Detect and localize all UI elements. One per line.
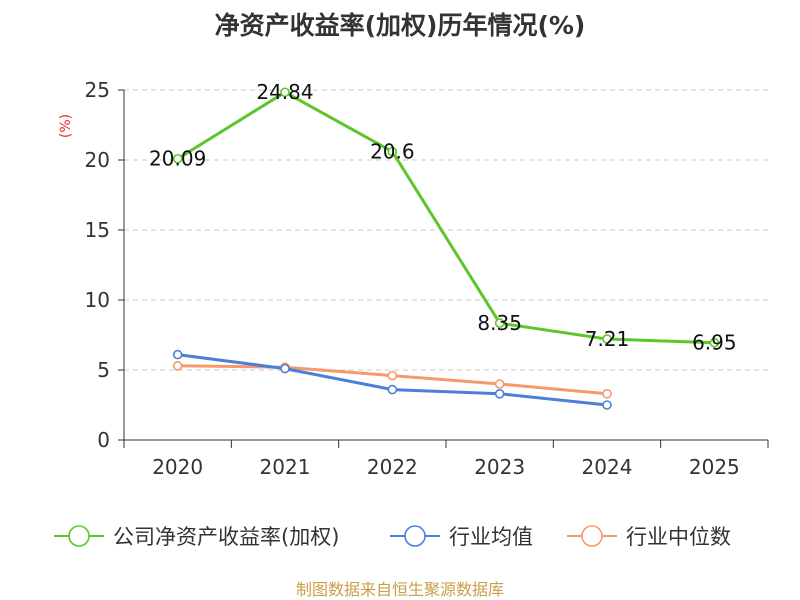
chart-title: 净资产收益率(加权)历年情况(%) <box>215 11 586 40</box>
x-tick-label: 2025 <box>689 455 740 479</box>
legend[interactable]: 公司净资产收益率(加权) 行业均值 行业中位数 <box>54 525 731 549</box>
y-tick-label: 5 <box>97 358 110 382</box>
legend-swatch-marker <box>68 525 90 547</box>
series-point[interactable] <box>387 384 398 395</box>
y-tick-label: 15 <box>85 218 110 242</box>
legend-swatch-marker <box>404 525 426 547</box>
series-point[interactable] <box>494 318 505 328</box>
y-tick-label: 20 <box>85 148 110 172</box>
series-point[interactable] <box>387 370 398 381</box>
data-label: 20.6 <box>370 140 415 164</box>
series-point[interactable] <box>709 337 720 348</box>
series-point[interactable] <box>602 388 612 399</box>
legend-item[interactable]: 公司净资产收益率(加权) <box>54 525 339 549</box>
series-point[interactable] <box>172 360 183 371</box>
x-tick-label: 2021 <box>260 455 311 479</box>
series-point[interactable] <box>602 334 612 344</box>
legend-item[interactable]: 行业中位数 <box>567 525 731 549</box>
series-point[interactable] <box>387 146 398 157</box>
series-point[interactable] <box>280 363 290 374</box>
data-label: 24.84 <box>256 80 313 104</box>
legend-label: 公司净资产收益率(加权) <box>113 525 339 549</box>
y-tick-label: 10 <box>85 288 110 312</box>
series-point[interactable] <box>494 388 505 399</box>
series-point[interactable] <box>280 87 290 98</box>
series-point[interactable] <box>172 349 183 360</box>
series-point[interactable] <box>172 153 183 164</box>
y-tick-label: 0 <box>97 428 110 452</box>
data-labels: 20.09 24.84 20.6 8.35 7.21 6.95 <box>149 80 737 354</box>
source-note: 制图数据来自恒生聚源数据库 <box>296 580 504 599</box>
series-line <box>176 90 715 345</box>
legend-item[interactable]: 行业均值 <box>390 525 533 549</box>
data-label: 6.95 <box>692 331 737 355</box>
legend-swatch-marker <box>581 525 603 547</box>
series <box>172 87 720 410</box>
data-label: 8.35 <box>477 311 522 335</box>
y-tick-label: 25 <box>85 78 110 102</box>
x-tick-label: 2023 <box>474 455 525 479</box>
legend-label: 行业均值 <box>449 525 533 549</box>
series-point[interactable] <box>494 379 505 389</box>
series-point[interactable] <box>602 400 612 410</box>
x-tick-label: 2020 <box>152 455 203 479</box>
data-label: 7.21 <box>585 327 630 351</box>
legend-label: 行业中位数 <box>626 525 731 549</box>
data-label: 20.09 <box>149 147 206 171</box>
x-tick-label: 2024 <box>582 455 633 479</box>
y-axis-unit: (%) <box>58 114 74 138</box>
x-tick-label: 2022 <box>367 455 418 479</box>
